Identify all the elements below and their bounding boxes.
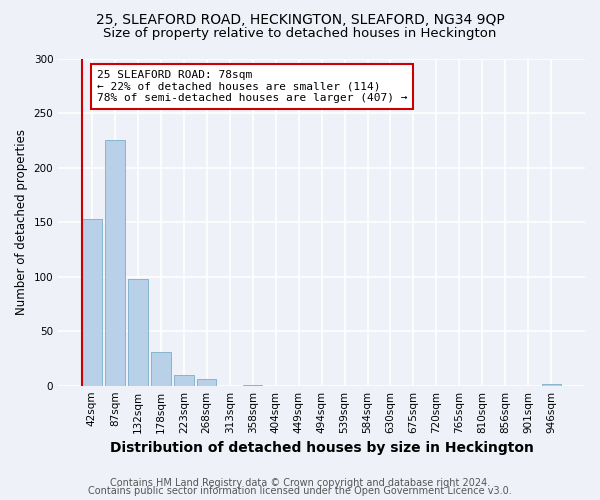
Bar [82, 219, 101, 386]
Y-axis label: Number of detached properties: Number of detached properties [15, 130, 28, 316]
X-axis label: Distribution of detached houses by size in Heckington: Distribution of detached houses by size … [110, 441, 533, 455]
Bar [174, 375, 194, 386]
Bar [128, 279, 148, 386]
Text: Contains HM Land Registry data © Crown copyright and database right 2024.: Contains HM Land Registry data © Crown c… [110, 478, 490, 488]
Bar [542, 384, 561, 386]
Bar [197, 379, 217, 386]
Text: 25 SLEAFORD ROAD: 78sqm
← 22% of detached houses are smaller (114)
78% of semi-d: 25 SLEAFORD ROAD: 78sqm ← 22% of detache… [97, 70, 407, 103]
Bar [105, 140, 125, 386]
Bar [243, 384, 262, 386]
Text: Contains public sector information licensed under the Open Government Licence v3: Contains public sector information licen… [88, 486, 512, 496]
Text: Size of property relative to detached houses in Heckington: Size of property relative to detached ho… [103, 28, 497, 40]
Text: 25, SLEAFORD ROAD, HECKINGTON, SLEAFORD, NG34 9QP: 25, SLEAFORD ROAD, HECKINGTON, SLEAFORD,… [95, 12, 505, 26]
Bar [151, 352, 170, 386]
